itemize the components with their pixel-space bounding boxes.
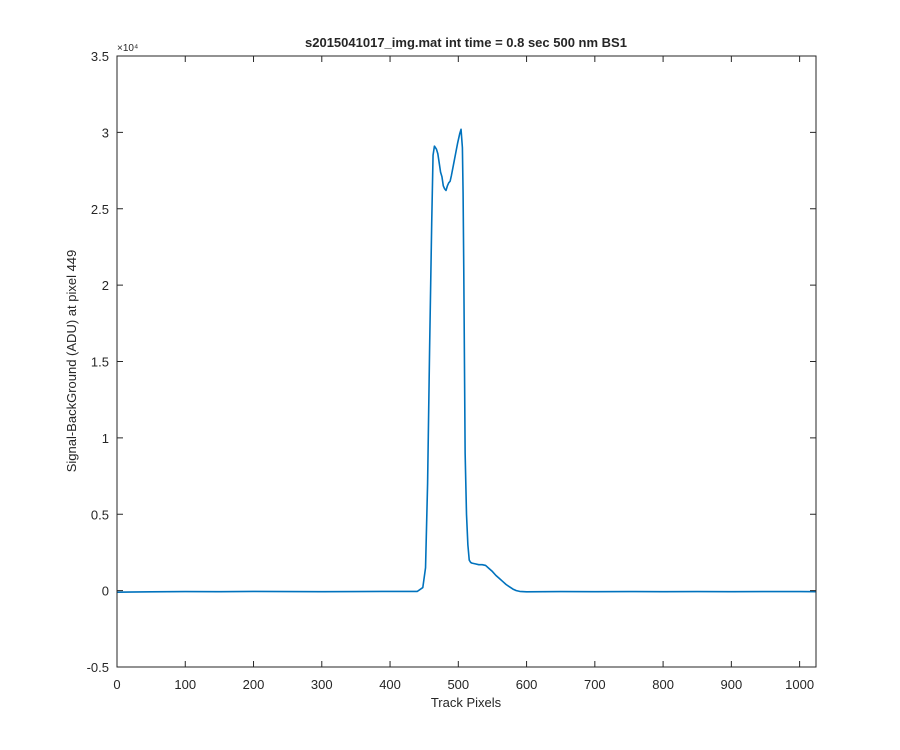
y-tick-label: 2.5 — [91, 202, 109, 217]
x-tick-label: 100 — [174, 677, 196, 692]
x-tick-label: 200 — [243, 677, 265, 692]
series-line-0 — [116, 128, 817, 593]
y-tick-label: 0.5 — [91, 507, 109, 522]
x-tick-label: 1000 — [785, 677, 814, 692]
y-tick-label: 1.5 — [91, 355, 109, 370]
axis-ticks: 0 100 200 300 400 500 600 700 800 900 1000 -0.5 0 0.5… — [87, 49, 816, 692]
x-tick-label: 700 — [584, 677, 606, 692]
y-axis-label: Signal-BackGround (ADU) at pixel 449 — [64, 250, 79, 473]
y-tick-label: 2 — [102, 278, 109, 293]
x-axis-label: Track Pixels — [431, 695, 502, 710]
y-tick-label: 3.5 — [91, 49, 109, 64]
y-tick-label: -0.5 — [87, 660, 109, 675]
x-tick-label: 600 — [516, 677, 538, 692]
x-tick-label: 900 — [721, 677, 743, 692]
chart-title: s2015041017_img.mat int time = 0.8 sec 5… — [305, 35, 627, 50]
y-tick-label: 3 — [102, 125, 109, 140]
y-exponent-label: ×10⁴ — [117, 43, 138, 54]
y-tick-label: 0 — [102, 584, 109, 599]
x-tick-label: 800 — [652, 677, 674, 692]
x-tick-label: 0 — [113, 677, 120, 692]
y-tick-label: 1 — [102, 431, 109, 446]
x-tick-label: 300 — [311, 677, 333, 692]
x-tick-label: 400 — [379, 677, 401, 692]
x-tick-label: 500 — [447, 677, 469, 692]
